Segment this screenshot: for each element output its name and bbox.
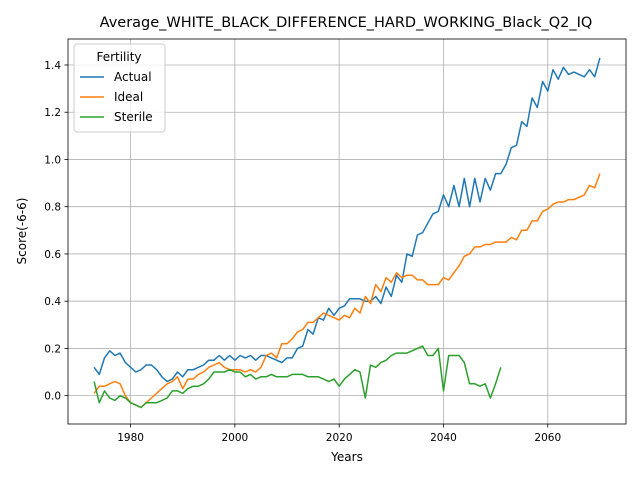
y-tick-label: 0.4 xyxy=(44,296,61,308)
chart-title: Average_WHITE_BLACK_DIFFERENCE_HARD_WORK… xyxy=(100,15,593,31)
legend-title: Fertility xyxy=(96,50,141,64)
x-tick-label: 2060 xyxy=(534,432,561,444)
series-line-ideal xyxy=(93,173,601,409)
y-tick-label: 0.6 xyxy=(44,249,61,261)
grid-lines xyxy=(68,39,626,424)
x-tick-label: 2020 xyxy=(326,432,353,444)
y-tick-label: 0.0 xyxy=(44,391,61,403)
legend-label-sterile: Sterile xyxy=(114,110,153,124)
legend-label-ideal: Ideal xyxy=(114,90,143,104)
y-axis-label: Score(-6-6) xyxy=(15,198,29,265)
y-tick-label: 0.2 xyxy=(44,343,61,355)
x-tick-label: 2000 xyxy=(222,432,249,444)
x-axis-label: Years xyxy=(330,450,363,464)
y-tick-label: 1.2 xyxy=(44,107,61,119)
y-tick-label: 1.0 xyxy=(44,154,61,166)
legend-box xyxy=(73,43,166,133)
x-tick-label: 2040 xyxy=(430,432,457,444)
series-line-actual xyxy=(93,57,601,383)
y-tick-label: 1.4 xyxy=(44,60,61,72)
series-layer xyxy=(93,57,601,409)
plot-frame xyxy=(67,38,627,425)
axis-ticks: 1980 2000 2020 2040 2060 0.0 0.2 0.4 0.6 0.8 1.0 1.… xyxy=(44,60,561,444)
legend-entries: Actual Ideal Sterile xyxy=(80,70,153,124)
legend-label-actual: Actual xyxy=(114,70,152,84)
x-tick-label: 1980 xyxy=(117,432,144,444)
legend: Fertility Actual Ideal Sterile xyxy=(73,43,166,133)
y-tick-label: 0.8 xyxy=(44,202,61,214)
series-line-sterile xyxy=(93,345,502,409)
